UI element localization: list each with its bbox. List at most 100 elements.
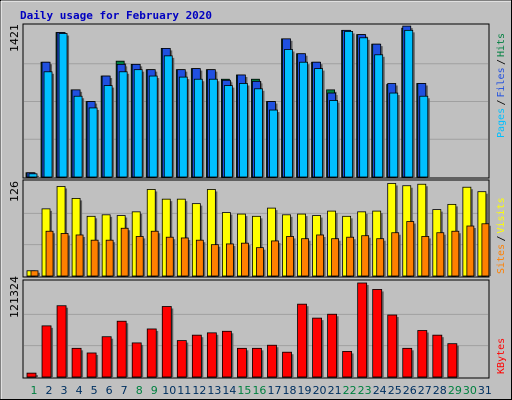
bar-pages-day-23 xyxy=(359,37,370,178)
bar-kbytes-day-3 xyxy=(56,305,69,378)
legend-hits: Hits xyxy=(496,33,507,57)
bar-pages-day-14 xyxy=(223,85,235,178)
bar-kbytes-day-29 xyxy=(447,343,459,378)
legend-separator: / xyxy=(496,235,507,241)
legend-hits-files-pages: Pages / Files / Hits xyxy=(496,33,507,138)
x-tick-label-20: 20 xyxy=(313,384,327,397)
x-tick-label-21: 21 xyxy=(328,384,342,397)
bar-sites-day-14 xyxy=(225,243,236,277)
bar-pages-day-18 xyxy=(284,49,295,178)
legend-files: Files xyxy=(496,67,507,97)
bar-kbytes-day-18 xyxy=(282,351,294,378)
x-tick-label-28: 28 xyxy=(433,384,447,397)
x-tick-label-6: 6 xyxy=(106,384,113,397)
bar-pages-day-11 xyxy=(178,76,190,178)
x-tick-label-22: 22 xyxy=(343,384,357,397)
bar-sites-day-18 xyxy=(286,236,296,277)
x-tick-label-11: 11 xyxy=(177,384,191,397)
bar-kbytes-day-5 xyxy=(86,352,99,378)
bar-pages-day-1 xyxy=(28,173,39,178)
bar-pages-day-20 xyxy=(314,68,325,178)
bar-sites-day-25 xyxy=(391,232,401,277)
bar-pages-day-10 xyxy=(163,55,175,178)
bar-sites-day-29 xyxy=(451,230,461,277)
x-tick-label-3: 3 xyxy=(61,384,68,397)
bar-kbytes-day-1 xyxy=(26,372,38,378)
bar-sites-day-10 xyxy=(165,236,176,277)
ymax-label-hits: 1421 xyxy=(8,24,21,52)
x-tick-label-27: 27 xyxy=(418,384,432,397)
bar-pages-day-3 xyxy=(58,33,70,178)
bar-kbytes-day-13 xyxy=(206,332,219,378)
x-tick-label-24: 24 xyxy=(373,384,387,397)
bar-pages-day-2 xyxy=(43,71,55,178)
bar-kbytes-day-25 xyxy=(387,314,399,378)
bar-sites-day-15 xyxy=(241,242,251,277)
x-tick-label-7: 7 xyxy=(121,384,128,397)
legend-sites: Sites xyxy=(496,244,507,274)
bar-sites-day-20 xyxy=(316,234,326,277)
x-tick-label-15: 15 xyxy=(237,384,251,397)
bar-sites-day-21 xyxy=(331,238,341,277)
bar-sites-day-31 xyxy=(481,223,491,277)
bar-sites-day-7 xyxy=(120,227,131,277)
x-tick-label-23: 23 xyxy=(358,384,372,397)
bar-sites-day-12 xyxy=(195,239,206,277)
bar-pages-day-13 xyxy=(208,78,220,178)
legend-pages: Pages xyxy=(496,108,507,138)
bar-pages-day-4 xyxy=(73,95,85,178)
bar-kbytes-day-28 xyxy=(432,334,444,378)
bar-sites-day-26 xyxy=(406,221,416,277)
bar-pages-day-24 xyxy=(374,54,385,178)
bar-kbytes-day-22 xyxy=(342,351,354,378)
bar-sites-day-3 xyxy=(60,233,71,277)
bar-sites-day-6 xyxy=(105,239,116,277)
bar-pages-day-16 xyxy=(254,88,265,178)
bar-pages-day-21 xyxy=(329,100,340,178)
bar-pages-day-25 xyxy=(389,92,400,178)
bar-kbytes-day-20 xyxy=(312,317,324,378)
bar-sites-day-16 xyxy=(256,247,266,277)
x-tick-label-4: 4 xyxy=(76,384,83,397)
legend-visits: Visits xyxy=(496,197,507,233)
x-tick-label-30: 30 xyxy=(463,384,477,397)
bar-sites-day-8 xyxy=(135,236,146,277)
x-tick-label-1: 1 xyxy=(31,384,38,397)
bar-kbytes-day-19 xyxy=(297,303,309,378)
bar-sites-day-19 xyxy=(301,238,311,277)
bar-sites-day-24 xyxy=(376,238,386,277)
bar-kbytes-day-16 xyxy=(252,347,264,378)
bar-kbytes-day-11 xyxy=(176,340,189,378)
x-tick-label-9: 9 xyxy=(151,384,158,397)
x-tick-label-14: 14 xyxy=(222,384,236,397)
x-tick-label-16: 16 xyxy=(252,384,266,397)
bar-kbytes-day-2 xyxy=(41,325,54,378)
ymax-label-visits: 126 xyxy=(8,181,21,202)
bar-kbytes-day-26 xyxy=(402,347,414,378)
x-tick-label-31: 31 xyxy=(478,384,492,397)
legend-separator: / xyxy=(496,59,507,65)
bar-kbytes-day-8 xyxy=(131,342,144,378)
x-tick-label-26: 26 xyxy=(403,384,417,397)
bar-sites-day-23 xyxy=(361,235,371,277)
x-axis-labels: 1 2 3 4 5 6 7 8 9 10 11 12 13 14 15 16 17 18 19 20 21 22 23 24 2… xyxy=(31,384,492,397)
x-tick-label-25: 25 xyxy=(388,384,402,397)
bar-kbytes-day-27 xyxy=(417,330,429,378)
chart-title: Daily usage for February 2020 xyxy=(20,9,212,22)
bar-pages-day-5 xyxy=(88,107,100,178)
legend-visits-sites: Sites / Visits xyxy=(496,197,507,274)
bar-pages-day-15 xyxy=(239,83,250,178)
bar-kbytes-day-23 xyxy=(357,282,369,378)
x-tick-label-5: 5 xyxy=(91,384,98,397)
bar-sites-day-17 xyxy=(271,240,281,277)
bar-pages-day-27 xyxy=(419,95,430,178)
bar-sites-day-22 xyxy=(346,236,356,277)
bar-sites-day-28 xyxy=(436,232,446,277)
x-tick-label-29: 29 xyxy=(448,384,462,397)
bar-kbytes-day-4 xyxy=(71,347,84,378)
bar-pages-day-19 xyxy=(299,61,310,178)
x-tick-label-10: 10 xyxy=(162,384,176,397)
bar-sites-day-27 xyxy=(421,236,431,277)
x-tick-label-17: 17 xyxy=(267,384,281,397)
